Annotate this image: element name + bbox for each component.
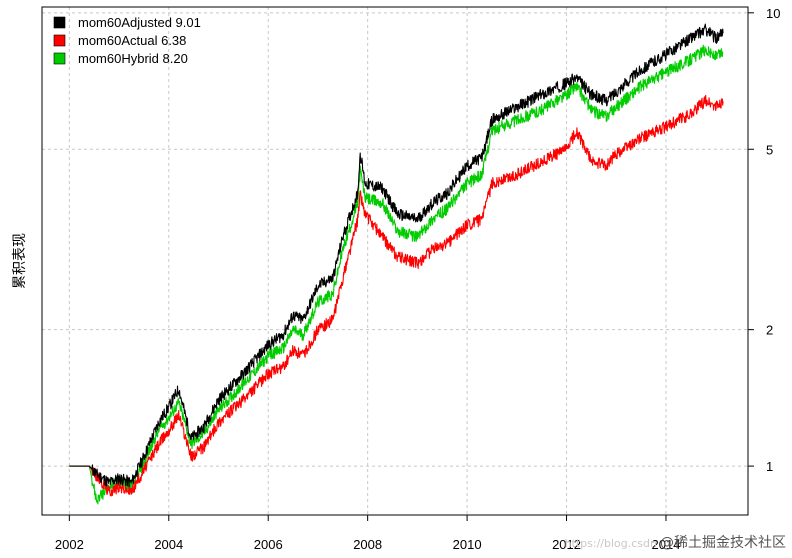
x-axis: 2002 2004 2006 2008 2010 2012 2014 [55,515,681,552]
watermark: https://blog.csdn @稀土掘金技术社区 [565,532,786,552]
y-tick-label: 2 [766,323,773,338]
x-tick-label: 2010 [453,537,482,552]
y-tick-label: 10 [766,6,780,21]
legend-label: mom60Hybrid 8.20 [78,51,188,66]
y-axis-label: 累积表现 [12,233,28,289]
x-tick-label: 2012 [552,537,581,552]
legend-label: mom60Actual 6.38 [78,33,186,48]
series-line [69,94,724,497]
legend-label: mom60Adjusted 9.01 [78,15,201,30]
legend: mom60Adjusted 9.01 mom60Actual 6.38 mom60H… [53,15,201,66]
y-tick-label: 1 [766,459,773,474]
y-axis: 1 2 5 10 [748,6,780,474]
series-line [69,23,724,488]
x-tick-label: 2004 [154,537,183,552]
watermark-prefix: https://blog.csdn [564,537,657,550]
series-lines [69,23,724,505]
legend-swatch [53,34,66,47]
y-tick-label: 5 [766,142,773,157]
x-tick-label: 2002 [55,537,84,552]
legend-swatch [53,52,66,65]
x-tick-label: 2006 [254,537,283,552]
watermark-text: @稀土掘金技术社区 [660,535,786,551]
x-tick-label: 2014 [652,537,681,552]
x-tick-label: 2008 [353,537,382,552]
series-line [69,44,724,505]
plot-frame [41,6,749,516]
legend-swatch [53,16,66,29]
grid [42,7,748,515]
